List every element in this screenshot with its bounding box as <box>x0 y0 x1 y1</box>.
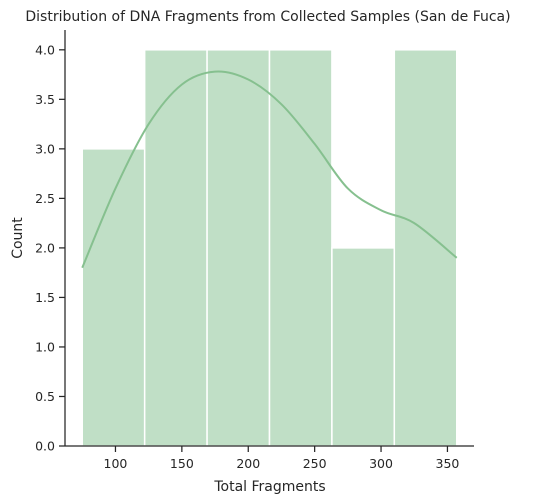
x-tick-label: 300 <box>369 456 393 471</box>
x-ticks: 100 150 200 250 300 350 <box>104 446 460 471</box>
chart-title: Distribution of DNA Fragments from Colle… <box>25 9 510 25</box>
y-tick-label: 2.5 <box>35 191 55 206</box>
histogram-bar-1 <box>81 148 146 447</box>
x-tick-label: 100 <box>104 456 128 471</box>
histogram-bar-3 <box>206 49 271 447</box>
y-tick-label: 0.5 <box>35 389 55 404</box>
histogram-bar-4 <box>268 49 333 447</box>
y-tick-label: 2.0 <box>35 240 55 255</box>
x-tick-label: 250 <box>303 456 327 471</box>
histogram-bar-5 <box>331 247 396 447</box>
y-tick-label: 1.5 <box>35 290 55 305</box>
histogram-bars <box>81 49 458 447</box>
y-tick-label: 3.5 <box>35 92 55 107</box>
histogram-bar-6 <box>393 49 458 447</box>
y-tick-label: 1.0 <box>35 339 55 354</box>
y-tick-label: 4.0 <box>35 42 55 57</box>
x-tick-label: 150 <box>170 456 194 471</box>
x-axis-label: Total Fragments <box>213 479 325 495</box>
y-tick-label: 0.0 <box>35 439 55 454</box>
y-tick-label: 3.0 <box>35 141 55 156</box>
histogram-bar-2 <box>143 49 208 447</box>
x-tick-label: 200 <box>236 456 260 471</box>
y-ticks: 0.0 0.5 1.0 1.5 2.0 2.5 3.0 3.5 4.0 <box>35 42 65 454</box>
y-axis-label: Count <box>10 217 26 259</box>
x-tick-label: 350 <box>436 456 460 471</box>
kde-curve <box>81 70 458 269</box>
